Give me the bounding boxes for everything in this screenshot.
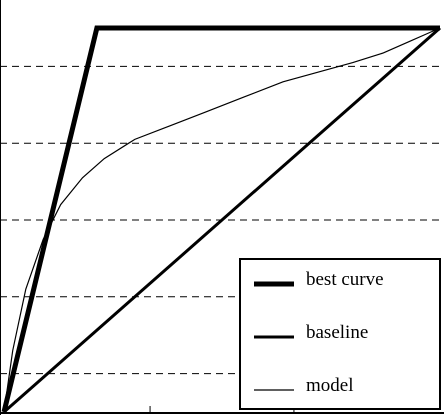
legend-label-0: best curve — [306, 269, 384, 290]
legend-label-2: model — [306, 375, 354, 396]
series-line-model — [3, 27, 441, 413]
series-line-baseline — [3, 26, 441, 414]
series-line-best-curve — [1, 25, 440, 413]
legend-label-1: baseline — [306, 322, 368, 343]
legend-box — [239, 258, 441, 410]
